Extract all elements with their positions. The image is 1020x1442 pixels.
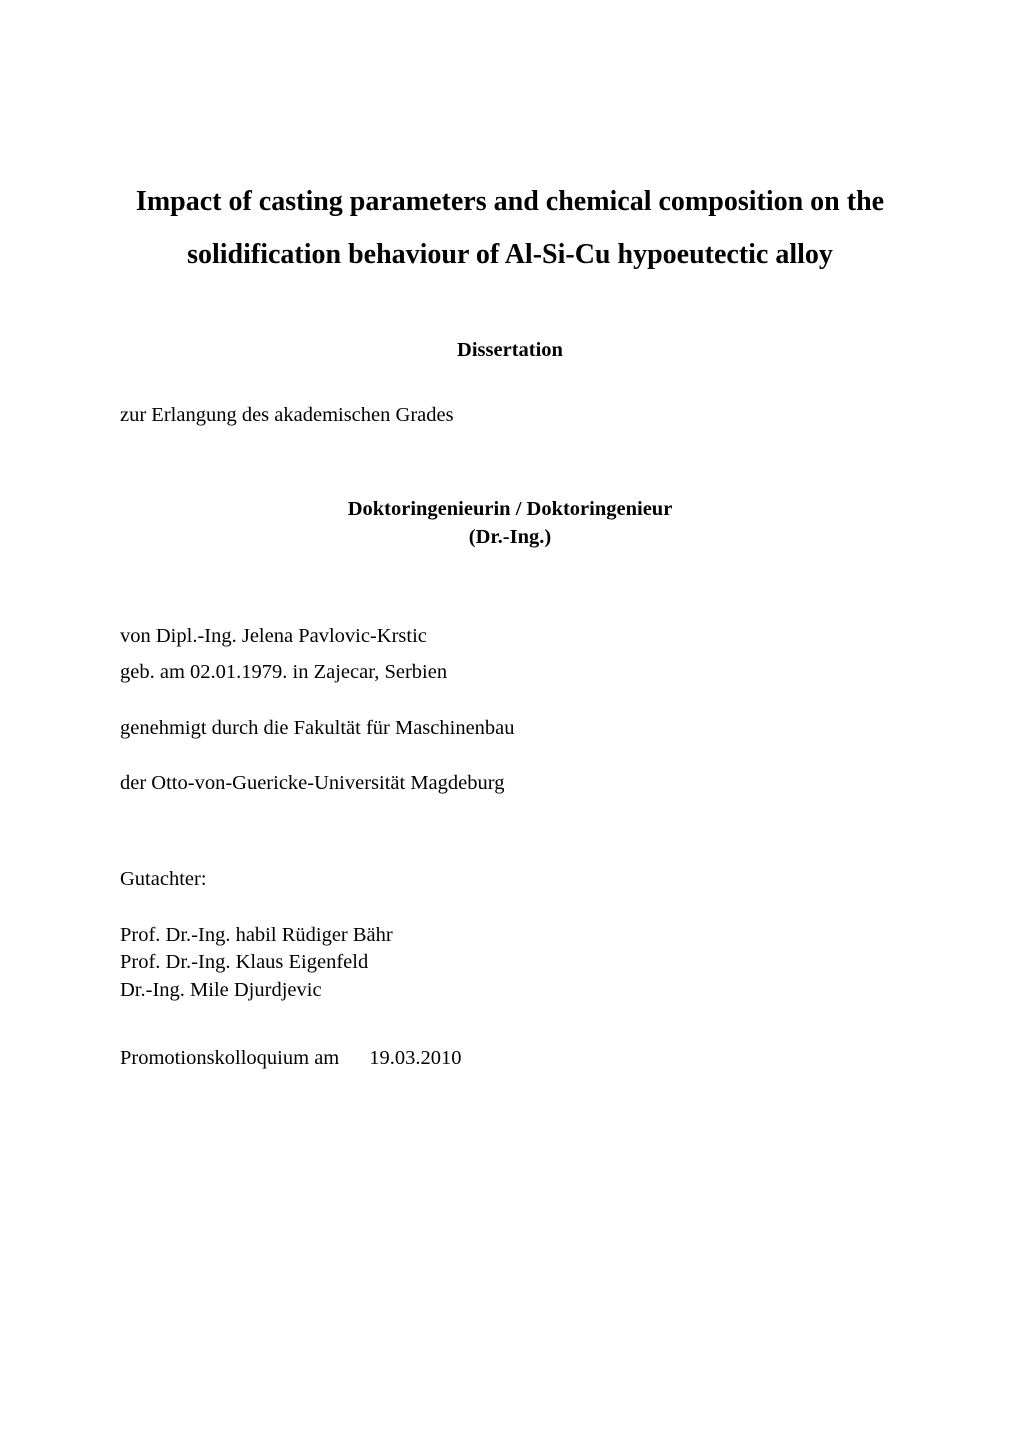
- document-type: Dissertation: [120, 339, 900, 362]
- pre-degree-line: zur Erlangung des akademischen Grades: [120, 402, 900, 430]
- university-line: der Otto-von-Guericke-Universität Magdeb…: [120, 770, 900, 798]
- defense-label: Promotionskolloquium am: [120, 1047, 339, 1070]
- author-line: von Dipl.-Ing. Jelena Pavlovic-Krstic: [120, 623, 900, 651]
- page-title: Impact of casting parameters and chemica…: [120, 175, 900, 281]
- defense-date: 19.03.2010: [369, 1047, 461, 1070]
- reviewers-label: Gutachter:: [120, 866, 900, 894]
- degree-block: Doktoringenieurin / Doktoringenieur (Dr.…: [120, 496, 900, 551]
- birth-line: geb. am 02.01.1979. in Zajecar, Serbien: [120, 659, 900, 687]
- reviewer-line: Dr.-Ing. Mile Djurdjevic: [120, 977, 900, 1005]
- degree-line-2: (Dr.-Ing.): [120, 524, 900, 552]
- reviewer-line: Prof. Dr.-Ing. Klaus Eigenfeld: [120, 949, 900, 977]
- approved-line: genehmigt durch die Fakultät für Maschin…: [120, 715, 900, 743]
- reviewer-line: Prof. Dr.-Ing. habil Rüdiger Bähr: [120, 922, 900, 950]
- degree-line-1: Doktoringenieurin / Doktoringenieur: [120, 496, 900, 524]
- defense-row: Promotionskolloquium am 19.03.2010: [120, 1047, 900, 1070]
